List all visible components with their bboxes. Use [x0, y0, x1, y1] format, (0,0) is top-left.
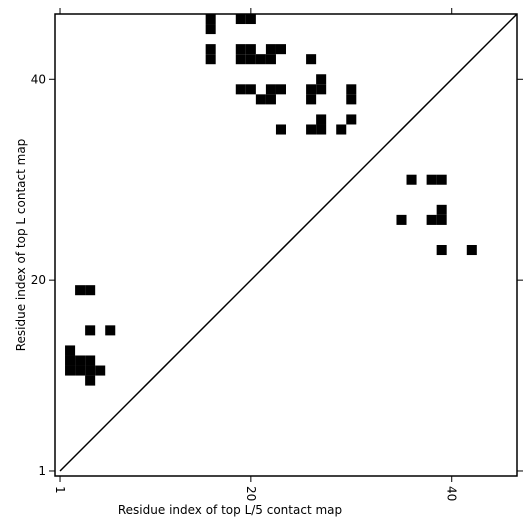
- contact-cell: [346, 84, 357, 95]
- contact-cell: [205, 44, 216, 55]
- contact-cell: [265, 44, 276, 55]
- contact-cell: [85, 325, 96, 336]
- contact-cell: [426, 174, 437, 185]
- y-axis-label: Residue index of top L contact map: [14, 139, 28, 352]
- contact-cell: [235, 54, 246, 65]
- contact-cell: [265, 84, 276, 95]
- contact-cell: [245, 44, 256, 55]
- contact-cell: [396, 214, 407, 225]
- y-tick-label: 20: [31, 273, 46, 287]
- contact-cell: [436, 214, 447, 225]
- contact-cell: [75, 365, 86, 376]
- contact-cell: [426, 214, 437, 225]
- contact-cell: [436, 204, 447, 215]
- contact-cell: [346, 114, 357, 125]
- contact-cell: [235, 14, 246, 25]
- contact-cell: [306, 124, 317, 135]
- contact-cell: [406, 174, 417, 185]
- contact-cell: [336, 124, 347, 135]
- y-tick-label: 40: [31, 72, 46, 86]
- contact-cell: [65, 345, 76, 356]
- contact-cell: [275, 124, 286, 135]
- contact-cell: [75, 285, 86, 296]
- contact-cell: [235, 84, 246, 95]
- contact-cell: [306, 84, 317, 95]
- contact-cell: [105, 325, 116, 336]
- contact-cell: [245, 84, 256, 95]
- contact-cell: [306, 94, 317, 105]
- contact-cell: [436, 174, 447, 185]
- contact-cell: [85, 375, 96, 386]
- contact-cell: [466, 245, 477, 256]
- contact-cell: [316, 114, 327, 125]
- contact-cell: [275, 44, 286, 55]
- contact-cell: [65, 355, 76, 366]
- contact-cell: [245, 54, 256, 65]
- contact-cell: [205, 14, 216, 25]
- plot-frame: [54, 13, 518, 477]
- contact-cell: [255, 54, 266, 65]
- x-tick-label: 40: [445, 486, 459, 501]
- contact-cell: [75, 355, 86, 366]
- contact-cell: [265, 54, 276, 65]
- contact-cell: [316, 84, 327, 95]
- contact-cell: [316, 124, 327, 135]
- contact-cell: [265, 94, 276, 105]
- contact-cell: [255, 94, 266, 105]
- contact-cell: [205, 24, 216, 35]
- contact-cell: [275, 84, 286, 95]
- x-tick-label: 1: [53, 486, 67, 494]
- contact-cell: [306, 54, 317, 65]
- contact-cell: [85, 285, 96, 296]
- contact-cell: [235, 44, 246, 55]
- contact-cell: [65, 365, 76, 376]
- x-axis-label: Residue index of top L/5 contact map: [118, 503, 342, 517]
- contact-cell: [95, 365, 106, 376]
- contact-cell: [85, 355, 96, 366]
- y-tick-label: 1: [38, 464, 46, 478]
- x-tick-label: 20: [244, 486, 258, 501]
- contact-cell: [245, 14, 256, 25]
- contact-cell: [346, 94, 357, 105]
- diagonal-line: [59, 13, 518, 472]
- contact-cell: [205, 54, 216, 65]
- contact-cell: [85, 365, 96, 376]
- contact-cell: [316, 74, 327, 85]
- contact-cell: [436, 245, 447, 256]
